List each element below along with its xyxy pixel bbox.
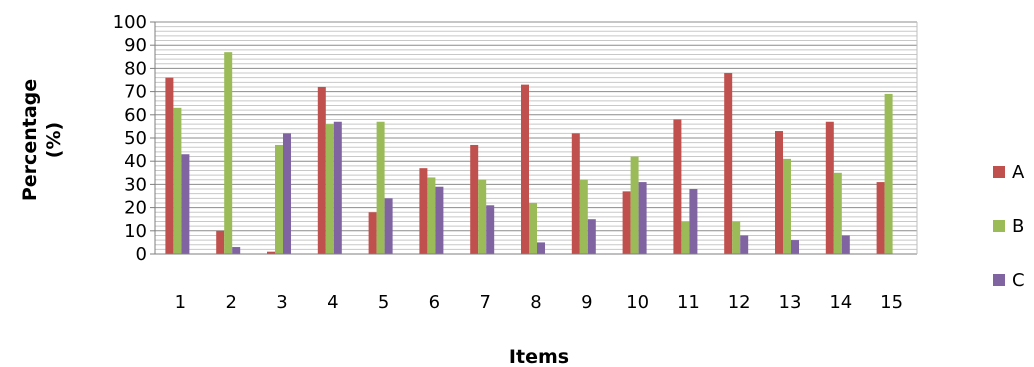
bar-C-13 <box>791 240 799 254</box>
bar-C-6 <box>435 186 444 254</box>
x-tick-label: 7 <box>479 292 490 313</box>
bar-A-7 <box>470 144 479 254</box>
bar-C-12 <box>740 235 749 254</box>
bars <box>165 52 893 255</box>
bar-B-6 <box>427 177 436 254</box>
y-axis-title-line1: Percentage <box>19 79 41 201</box>
legend-item-B: B <box>993 216 1024 237</box>
y-tick-label: 90 <box>124 35 147 56</box>
x-tick-label: 6 <box>429 292 440 313</box>
bar-A-2 <box>216 230 225 254</box>
x-tick-label: 3 <box>276 292 287 313</box>
bar-C-1 <box>181 154 190 254</box>
bar-B-1 <box>173 107 182 254</box>
bar-A-9 <box>571 133 580 254</box>
y-tick-label: 0 <box>136 244 147 265</box>
bar-B-15 <box>884 93 893 254</box>
x-tick-label: 2 <box>225 292 236 313</box>
x-tick-label: 4 <box>327 292 338 313</box>
bar-A-10 <box>622 191 631 254</box>
bar-B-2 <box>224 52 233 254</box>
bar-B-5 <box>376 121 385 254</box>
bar-C-8 <box>537 242 545 254</box>
bar-C-14 <box>841 235 850 254</box>
legend-swatch-A <box>993 166 1005 178</box>
x-axis-title: Items <box>509 346 569 367</box>
bar-B-11 <box>681 221 690 254</box>
x-tick-label: 8 <box>530 292 541 313</box>
y-axis-title-line2: (%) <box>43 122 65 158</box>
bar-B-3 <box>275 144 283 254</box>
axes <box>150 21 918 255</box>
bar-C-4 <box>333 121 342 254</box>
bar-A-1 <box>165 77 174 255</box>
legend: A B C <box>993 162 1025 291</box>
bar-B-10 <box>630 156 639 254</box>
bar-B-7 <box>478 179 487 254</box>
bar-A-4 <box>317 86 326 255</box>
bar-C-5 <box>384 198 393 254</box>
x-tick-label: 11 <box>677 292 700 313</box>
bar-C-2 <box>232 247 241 254</box>
bar-C-3 <box>283 133 291 254</box>
x-tick-labels: 1 2 3 4 5 6 7 8 9 10 11 12 13 14 15 <box>175 292 903 313</box>
x-tick-label: 9 <box>581 292 592 313</box>
bar-A-8 <box>521 84 529 254</box>
y-tick-label: 10 <box>124 221 147 242</box>
bar-B-8 <box>529 202 537 254</box>
bar-C-10 <box>638 182 647 254</box>
x-tick-label: 12 <box>728 292 751 313</box>
x-tick-label: 14 <box>829 292 852 313</box>
bar-A-12 <box>724 73 733 254</box>
bar-A-3 <box>267 251 275 254</box>
bar-A-13 <box>775 131 783 254</box>
bar-A-14 <box>825 121 834 254</box>
bar-C-9 <box>587 219 596 254</box>
y-tick-label: 40 <box>124 151 147 172</box>
bar-A-5 <box>368 212 377 254</box>
bar-A-11 <box>673 119 682 254</box>
bar-B-13 <box>783 158 791 254</box>
bar-B-9 <box>579 179 588 254</box>
bar-A-15 <box>876 182 885 254</box>
x-tick-label: 15 <box>880 292 903 313</box>
x-tick-label: 13 <box>779 292 802 313</box>
legend-swatch-C <box>993 274 1005 286</box>
legend-label-C: C <box>1012 270 1025 291</box>
legend-item-C: C <box>993 270 1025 291</box>
bar-B-14 <box>833 172 842 254</box>
x-tick-label: 10 <box>626 292 649 313</box>
legend-label-B: B <box>1012 216 1024 237</box>
y-tick-label: 70 <box>124 82 147 103</box>
y-tick-label: 20 <box>124 198 147 219</box>
bar-C-7 <box>486 205 495 254</box>
legend-swatch-B <box>993 220 1005 232</box>
x-tick-label: 5 <box>378 292 389 313</box>
y-tick-label: 80 <box>124 58 147 79</box>
x-tick-label: 1 <box>175 292 186 313</box>
y-tick-label: 50 <box>124 128 147 149</box>
bar-A-6 <box>419 168 428 254</box>
bar-B-4 <box>325 124 334 254</box>
bar-B-12 <box>732 221 741 254</box>
bar-C-11 <box>689 189 698 254</box>
y-tick-label: 30 <box>124 174 147 195</box>
legend-label-A: A <box>1012 162 1025 183</box>
legend-item-A: A <box>993 162 1025 183</box>
y-axis-title: Percentage (%) <box>19 79 65 201</box>
y-tick-label: 60 <box>124 105 147 126</box>
y-tick-label: 100 <box>113 12 147 33</box>
